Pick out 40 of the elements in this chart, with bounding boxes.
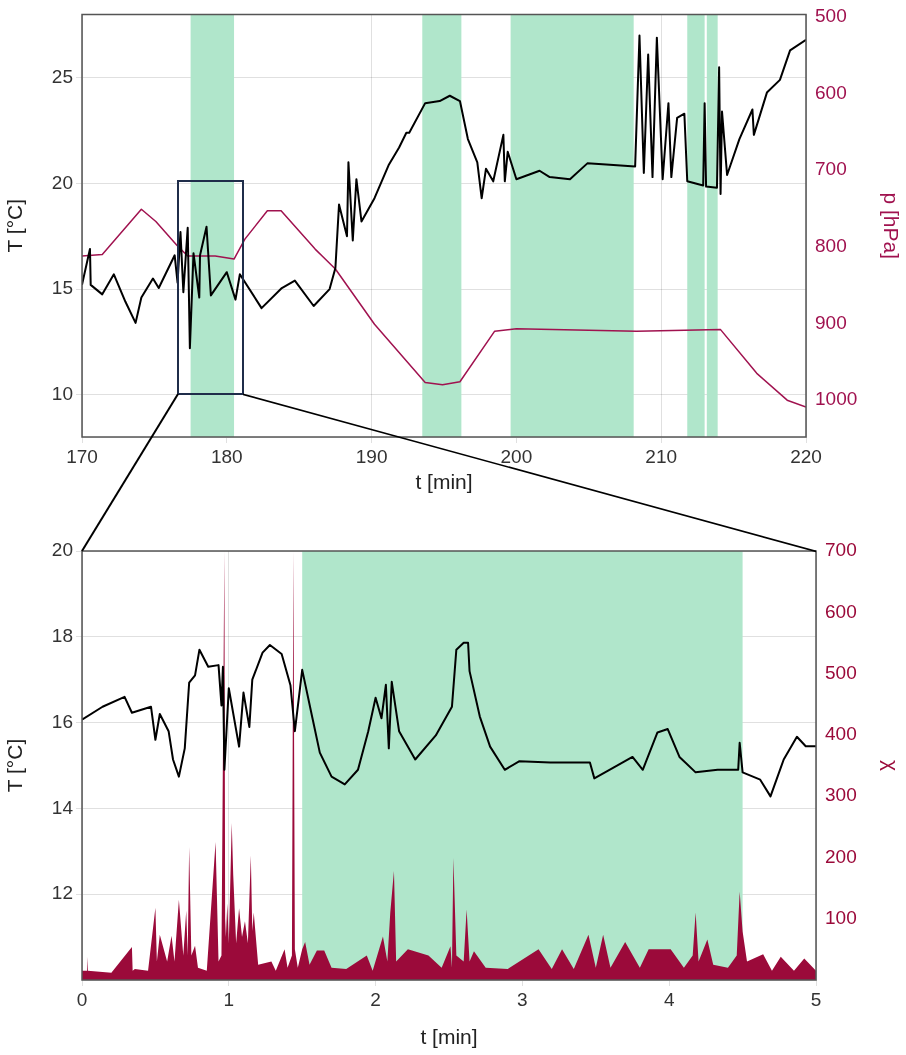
x-axis-title: t [min]	[415, 470, 473, 494]
y-axis-title: T [°C]	[3, 198, 27, 253]
x-tick-label: 3	[517, 988, 528, 1010]
y-tick-label: 20	[51, 171, 73, 193]
y2-tick-label: 200	[825, 845, 857, 867]
x-tick-label: 1	[223, 988, 235, 1010]
y-tick-label: 25	[51, 66, 73, 88]
y-tick-label: 15	[51, 277, 73, 299]
x-tick-label: 5	[810, 988, 822, 1010]
y-tick-label: 12	[51, 882, 73, 904]
y2-tick-label: 300	[825, 784, 857, 806]
y-tick-label: 18	[51, 625, 73, 647]
y-tick-label: 14	[51, 796, 74, 818]
x-tick-label: 180	[210, 445, 243, 467]
y2-tick-label: 600	[825, 600, 857, 622]
y2-tick-label: 1000	[815, 388, 858, 410]
y-tick-label: 10	[51, 382, 73, 404]
y2-tick-label: 400	[825, 723, 857, 745]
x-tick-label: 170	[66, 445, 98, 467]
y2-axis-title: p [hPa]	[879, 192, 903, 259]
x-tick-label: 2	[370, 988, 381, 1010]
x-tick-label: 220	[790, 445, 822, 467]
x-tick-label: 200	[500, 445, 533, 467]
y-tick-label: 16	[51, 710, 73, 732]
y-tick-label: 20	[51, 539, 73, 561]
y2-tick-label: 600	[815, 81, 847, 103]
y2-tick-label: 500	[825, 661, 857, 683]
y2-axis-title: χ	[879, 759, 903, 772]
y2-tick-label: 700	[825, 539, 857, 561]
x-tick-label: 4	[663, 988, 675, 1010]
y2-tick-label: 700	[815, 158, 847, 180]
x-axis-title: t [min]	[420, 1025, 478, 1049]
y2-tick-label: 100	[825, 906, 857, 928]
y2-tick-label: 900	[815, 311, 847, 333]
y-axis-title: T [°C]	[3, 738, 27, 793]
x-tick-label: 0	[76, 988, 88, 1010]
y2-tick-label: 800	[815, 235, 847, 257]
y2-tick-label: 500	[815, 4, 847, 26]
x-tick-label: 190	[355, 445, 388, 467]
x-tick-label: 210	[645, 445, 678, 467]
